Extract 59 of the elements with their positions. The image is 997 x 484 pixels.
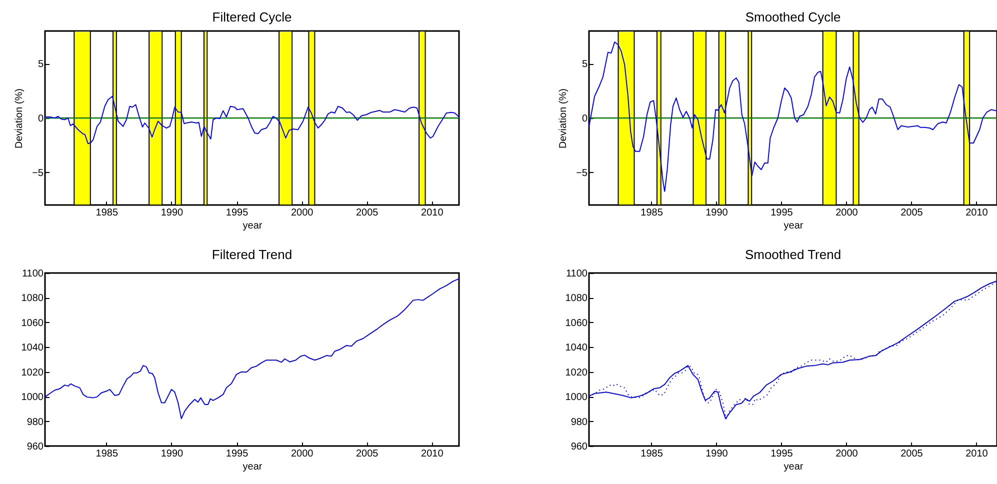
x-tick-label: 2000: [290, 448, 314, 460]
x-tick-label: 1995: [226, 448, 249, 460]
y-axis-title: Deviation (%): [14, 88, 26, 149]
y-tick-label: 980: [26, 416, 44, 428]
y-tick-label: 1020: [565, 367, 588, 378]
y-tick-label: −5: [32, 168, 44, 179]
y-tick-label: 1080: [21, 293, 44, 304]
y-tick-label: 1000: [21, 392, 44, 404]
x-tick-label: 1990: [706, 208, 728, 218]
x-axis-title: year: [784, 220, 804, 232]
x-tick-label: 1990: [160, 208, 184, 218]
line-series: [588, 41, 997, 192]
y-tick-label: 960: [570, 442, 588, 452]
x-tick-label: 2010: [966, 208, 988, 218]
x-tick-label: 1985: [640, 448, 664, 460]
x-tick-label: 2005: [900, 208, 924, 218]
chart-title: Filtered Cycle: [212, 10, 292, 24]
y-tick-label: 1060: [21, 318, 44, 329]
x-tick-label: 1990: [706, 448, 728, 460]
chart-title: Smoothed Cycle: [745, 10, 841, 24]
y-tick-label: 1040: [21, 342, 44, 354]
y-tick-label: 1000: [565, 392, 588, 404]
line-series: [44, 278, 460, 420]
x-tick-label: 1990: [160, 448, 184, 460]
x-tick-label: 1995: [226, 208, 249, 218]
x-tick-label: 2000: [836, 448, 858, 460]
y-tick-label: 5: [582, 59, 588, 70]
y-tick-label: 5: [38, 59, 44, 70]
y-tick-label: 1100: [566, 268, 588, 280]
x-tick-label: 2005: [356, 448, 379, 460]
x-tick-label: 1995: [770, 208, 794, 218]
x-tick-label: 1985: [640, 208, 664, 218]
x-tick-label: 2005: [356, 208, 379, 218]
x-axis-title: year: [784, 462, 804, 472]
x-tick-label: 2000: [290, 208, 314, 218]
x-tick-label: 1995: [770, 448, 794, 460]
y-tick-label: 1060: [565, 318, 588, 329]
x-axis-title: year: [242, 220, 263, 232]
x-tick-label: 1985: [96, 448, 118, 460]
y-tick-label: 980: [570, 416, 588, 428]
x-axis-title: year: [242, 462, 263, 472]
x-tick-label: 2000: [836, 208, 858, 218]
y-tick-label: 1100: [22, 268, 44, 280]
y-tick-label: 1020: [21, 367, 44, 378]
y-tick-label: 1080: [565, 293, 588, 304]
y-axis-title: Deviation (%): [558, 88, 570, 149]
y-tick-label: 1040: [565, 342, 588, 354]
x-tick-label: 2010: [966, 448, 988, 460]
line-series: [44, 96, 460, 144]
x-tick-label: 2005: [900, 448, 924, 460]
y-tick-label: −5: [576, 168, 588, 179]
x-tick-label: 1985: [96, 208, 118, 218]
chart-title: Filtered Trend: [212, 247, 292, 262]
y-tick-label: 960: [26, 442, 44, 452]
y-tick-label: 0: [38, 114, 44, 124]
y-tick-label: 0: [582, 114, 588, 124]
x-tick-label: 2010: [421, 208, 444, 218]
x-tick-label: 2010: [421, 448, 444, 460]
chart-title: Smoothed Trend: [744, 247, 842, 262]
